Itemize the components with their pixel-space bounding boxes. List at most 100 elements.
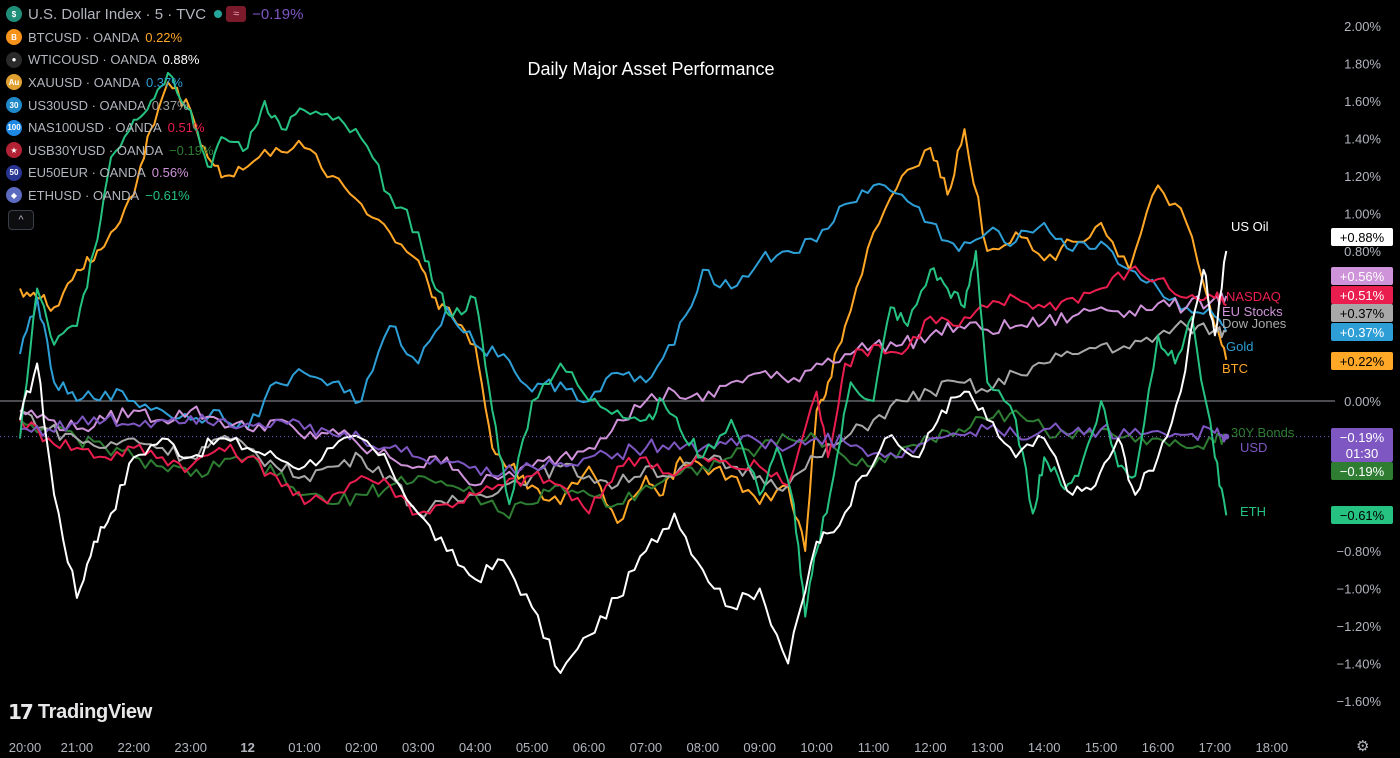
y-tick-label: −0.80% [1337,544,1382,559]
x-tick-label: 08:00 [687,740,720,755]
legend-symbol: EU50EUR · OANDA [28,165,146,181]
legend-row[interactable]: ★ USB30YUSD · OANDA −0.19% [6,139,303,162]
series-line-nasdaq[interactable] [19,265,1227,516]
y-tick-label: 0.00% [1344,394,1381,409]
y-tick-label: −1.60% [1337,694,1382,709]
x-tick-label: 16:00 [1142,740,1175,755]
price-badge [1331,267,1393,285]
main-change: −0.19% [252,5,304,23]
series-label: EU Stocks [1222,304,1283,319]
price-badge [1331,428,1393,462]
price-badge-text: +0.56% [1340,269,1385,284]
series-line-dow-jones[interactable] [19,320,1227,518]
main-symbol: U.S. Dollar Index · 5 · TVC [28,5,207,23]
price-badge-text: +0.51% [1340,288,1385,303]
series-label: USD [1240,440,1267,455]
price-badge-text: +0.37% [1340,325,1385,340]
market-status-icon [214,10,223,18]
series-line-eu-stocks[interactable] [19,292,1228,487]
price-badge [1331,352,1393,370]
x-tick-label: 03:00 [402,740,435,755]
y-tick-label: −1.40% [1337,657,1382,672]
price-badge [1331,286,1393,304]
price-badge-countdown: 01:30 [1346,446,1379,461]
legend-row[interactable]: 50 EU50EUR · OANDA 0.56% [6,162,303,185]
tradingview-logo-icon: 𝟭𝟳 [8,702,34,724]
x-tick-label: 21:00 [61,740,94,755]
price-badge-text: +0.22% [1340,354,1385,369]
usd-last-point [1223,433,1230,440]
tradingview-logo: 𝟭𝟳 TradingView [8,700,152,725]
legend-value: 0.22% [145,29,183,45]
y-tick-label: 1.80% [1344,57,1381,72]
dollar-icon: $ [6,6,22,22]
x-tick-label: 01:00 [288,740,321,755]
ethereum-icon: ◆ [6,187,22,204]
legend-symbol: USB30YUSD · OANDA [28,142,164,158]
bitcoin-icon: B [6,29,22,46]
series-line-btc[interactable] [19,81,1228,552]
x-tick-label: 13:00 [971,740,1004,755]
series-line-us-oil[interactable] [19,250,1228,674]
legend-row[interactable]: 30 US30USD · OANDA 0.37% [6,94,303,117]
x-tick-label: 12 [240,740,254,755]
legend-value: 0.88% [162,52,200,68]
chart-title: Daily Major Asset Performance [527,59,774,79]
x-tick-label: 11:00 [858,740,890,755]
x-tick-label: 02:00 [345,740,378,755]
y-tick-label: 1.60% [1344,94,1381,109]
us-flag-icon: ★ [6,142,22,159]
collapse-legend-button[interactable]: ^ [8,210,34,230]
series-line-gold[interactable] [19,182,1228,431]
legend-value: 0.37% [145,74,183,90]
price-badge [1331,506,1393,524]
legend-row[interactable]: B BTCUSD · OANDA 0.22% [6,26,303,49]
y-tick-label: 1.00% [1344,207,1381,222]
series-label: ETH [1240,504,1266,519]
y-tick-label: −1.00% [1337,582,1382,597]
legend-value: −0.61% [145,187,190,203]
legend-row[interactable]: Au XAUUSD · OANDA 0.37% [6,71,303,94]
price-badge [1331,323,1393,341]
x-tick-label: 10:00 [800,740,833,755]
price-badge [1331,462,1393,480]
x-tick-label: 15:00 [1085,740,1118,755]
legend-main-row[interactable]: $ U.S. Dollar Index · 5 · TVC ≈ −0.19% [6,2,303,26]
oil-drop-icon: ● [6,51,22,68]
series-label: US Oil [1231,219,1269,234]
legend-value: 0.56% [151,165,189,181]
price-badge-text: −0.19% [1340,430,1385,445]
series-label: BTC [1222,361,1248,376]
series-line-usd[interactable] [19,413,1228,478]
x-tick-label: 04:00 [459,740,492,755]
x-tick-label: 20:00 [9,740,42,755]
price-badge-text: −0.61% [1340,508,1385,523]
legend-symbol: ETHUSD · OANDA [28,187,140,203]
legend-symbol: XAUUSD · OANDA [28,74,140,90]
series-line-eth[interactable] [19,71,1228,618]
legend-row[interactable]: ● WTICOUSD · OANDA 0.88% [6,49,303,72]
legend-row[interactable]: ◆ ETHUSD · OANDA −0.61% [6,184,303,207]
y-tick-label: −1.20% [1337,619,1382,634]
series-line-30y-bonds[interactable] [19,409,1227,520]
legend-row[interactable]: 100 NAS100USD · OANDA 0.51% [6,116,303,139]
legend-status: ≈ [214,6,247,22]
legend-symbol: WTICOUSD · OANDA [28,52,157,68]
price-badge-text: −0.19% [1340,464,1385,479]
x-tick-label: 06:00 [573,740,606,755]
x-tick-label: 23:00 [174,740,207,755]
x-tick-label: 22:00 [118,740,151,755]
y-tick-label: 0.80% [1344,244,1381,259]
price-badge-text: +0.37% [1340,306,1385,321]
legend-value: −0.19% [169,142,214,158]
data-status-icon[interactable]: ≈ [226,6,247,22]
y-tick-label: 1.20% [1344,169,1381,184]
series-label: NASDAQ [1226,289,1281,304]
price-badge-text: +0.88% [1340,230,1385,245]
x-tick-label: 05:00 [516,740,549,755]
gold-bars-icon: Au [6,74,22,91]
gear-icon[interactable]: ⚙ [1356,738,1370,755]
price-badge [1331,304,1393,322]
eu50-icon: 50 [6,164,22,181]
